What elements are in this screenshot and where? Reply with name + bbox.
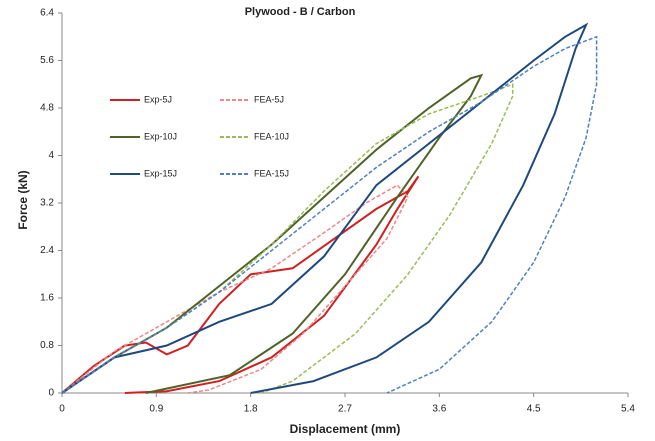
y-tick-label: 4: [48, 150, 54, 161]
y-tick-label: 0.8: [40, 340, 54, 351]
x-tick-label: 0: [59, 404, 65, 415]
y-tick-label: 2.4: [40, 245, 54, 256]
y-tick-label: 0: [48, 388, 54, 399]
y-tick-label: 1.6: [40, 293, 54, 304]
legend-label: Exp-15J: [144, 168, 177, 178]
x-tick-label: 5.4: [621, 404, 635, 415]
chart-title: Plywood - B / Carbon: [245, 6, 356, 18]
series-line: [61, 175, 420, 394]
x-tick-label: 2.7: [338, 404, 352, 415]
legend-label: Exp-5J: [144, 94, 172, 104]
series-line: [61, 22, 589, 394]
y-axis-title: Force (kN): [16, 170, 30, 229]
legend-label: FEA-5J: [254, 94, 284, 104]
x-axis-title: Displacement (mm): [290, 422, 401, 436]
legend-label: Exp-10J: [144, 131, 177, 141]
legend-label: FEA-10J: [254, 131, 289, 141]
x-tick-label: 4.5: [527, 404, 541, 415]
x-tick-label: 1.8: [244, 404, 258, 415]
y-tick-label: 3.2: [40, 198, 54, 209]
x-tick-label: 3.6: [432, 404, 446, 415]
series-line: [61, 73, 484, 394]
x-tick-label: 0.9: [149, 404, 163, 415]
y-tick-label: 5.6: [40, 55, 54, 66]
series-line: [61, 35, 598, 394]
series-line: [61, 184, 409, 394]
legend-label: FEA-15J: [254, 168, 289, 178]
y-tick-label: 6.4: [40, 8, 54, 19]
y-tick-label: 4.8: [40, 103, 54, 114]
